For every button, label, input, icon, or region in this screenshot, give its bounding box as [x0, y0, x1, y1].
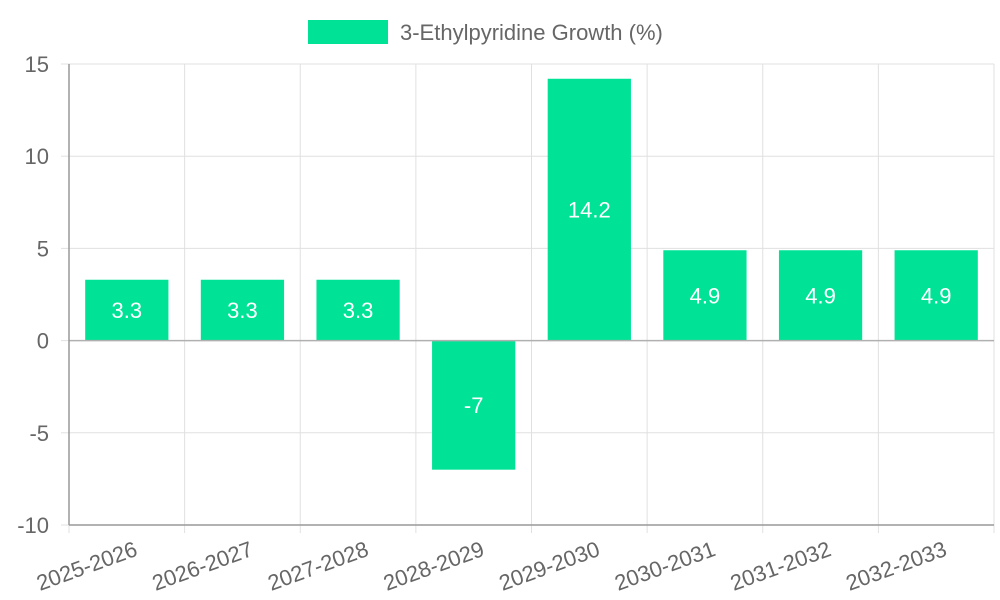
x-tick-label: 2031-2032 [727, 536, 834, 595]
legend-swatch [308, 20, 388, 44]
y-tick-label: 10 [25, 144, 49, 169]
bar[interactable] [778, 250, 863, 341]
bar[interactable] [663, 250, 747, 341]
y-tick-label: 15 [25, 52, 49, 77]
x-tick-label: 2026-2027 [149, 536, 256, 595]
x-tick-label: 2032-2033 [842, 536, 949, 595]
data-label: -7 [464, 393, 484, 418]
bars [85, 78, 978, 470]
legend[interactable]: 3-Ethylpyridine Growth (%) [308, 20, 663, 45]
x-tick-label: 2030-2031 [611, 536, 718, 595]
data-label: 3.3 [227, 298, 258, 323]
bar[interactable] [316, 279, 400, 341]
axes [61, 63, 995, 533]
x-tick-label: 2025-2026 [33, 536, 140, 595]
x-tick-label: 2029-2030 [496, 536, 603, 595]
data-label: 4.9 [690, 283, 721, 308]
bar[interactable] [894, 250, 978, 341]
x-tick-label: 2027-2028 [264, 536, 371, 595]
x-tick-label: 2028-2029 [380, 536, 487, 595]
bar[interactable] [200, 279, 285, 341]
data-label: 14.2 [568, 198, 611, 223]
bar[interactable] [432, 340, 516, 470]
bar[interactable] [85, 279, 169, 341]
bar[interactable] [547, 78, 631, 341]
data-label: 4.9 [921, 283, 952, 308]
y-tick-label: 0 [37, 329, 49, 354]
y-tick-label: -10 [17, 513, 49, 538]
data-label: 3.3 [343, 298, 374, 323]
y-tick-label: -5 [29, 421, 49, 446]
legend-label: 3-Ethylpyridine Growth (%) [400, 20, 663, 45]
data-label: 3.3 [112, 298, 143, 323]
y-tick-label: 5 [37, 236, 49, 261]
data-label: 4.9 [805, 283, 836, 308]
